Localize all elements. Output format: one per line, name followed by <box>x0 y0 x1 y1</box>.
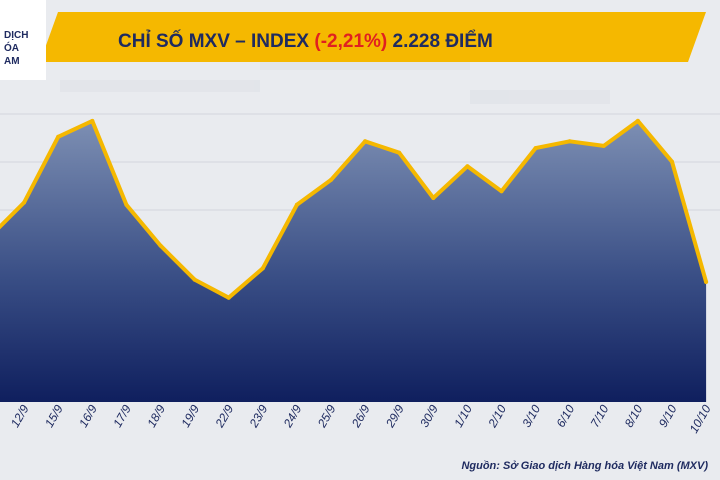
data-point-30-9 <box>431 196 436 200</box>
data-point-17-9 <box>124 202 129 207</box>
data-point-29-9 <box>397 150 402 155</box>
index-area <box>0 120 707 402</box>
data-point-10-10 <box>704 279 709 284</box>
source-note: Nguồn: Sở Giao dịch Hàng hóa Việt Nam (M… <box>461 460 708 472</box>
data-point-25-9 <box>329 177 333 182</box>
data-point-2-10 <box>499 189 504 194</box>
index-line <box>0 118 709 300</box>
data-points <box>22 118 709 300</box>
data-point-26-9 <box>363 139 368 144</box>
background-decoration <box>60 60 610 104</box>
logo-box <box>0 0 46 80</box>
banner-change: (-2,21%) <box>314 31 387 52</box>
data-point-22-9 <box>226 295 231 300</box>
data-point-16-9 <box>90 118 95 123</box>
data-point-1-10 <box>465 164 470 169</box>
banner-title-part1: CHỈ SỐ MXV – INDEX <box>118 30 314 52</box>
data-point-24-9 <box>294 202 299 207</box>
data-point-18-9 <box>158 243 163 248</box>
title-banner <box>40 12 706 62</box>
banner-title: CHỈ SỐ MXV – INDEX (-2,21%) 2.228 ĐIỂM <box>118 30 493 52</box>
data-point-12-9 <box>22 200 27 205</box>
logo-line-2: ÓA <box>4 41 19 54</box>
logo-line-1: DỊCH <box>4 30 28 41</box>
banner-title-part2: 2.228 ĐIỂM <box>387 30 493 52</box>
data-point-8-10 <box>635 118 640 123</box>
logo-line-3: AM <box>4 56 20 67</box>
data-point-7-10 <box>601 143 606 148</box>
data-point-6-10 <box>567 139 572 144</box>
data-point-15-9 <box>56 134 61 139</box>
data-point-19-9 <box>192 277 197 282</box>
data-point-9-10 <box>670 159 674 164</box>
data-point-23-9 <box>260 266 265 271</box>
data-point-3-10 <box>533 146 538 151</box>
